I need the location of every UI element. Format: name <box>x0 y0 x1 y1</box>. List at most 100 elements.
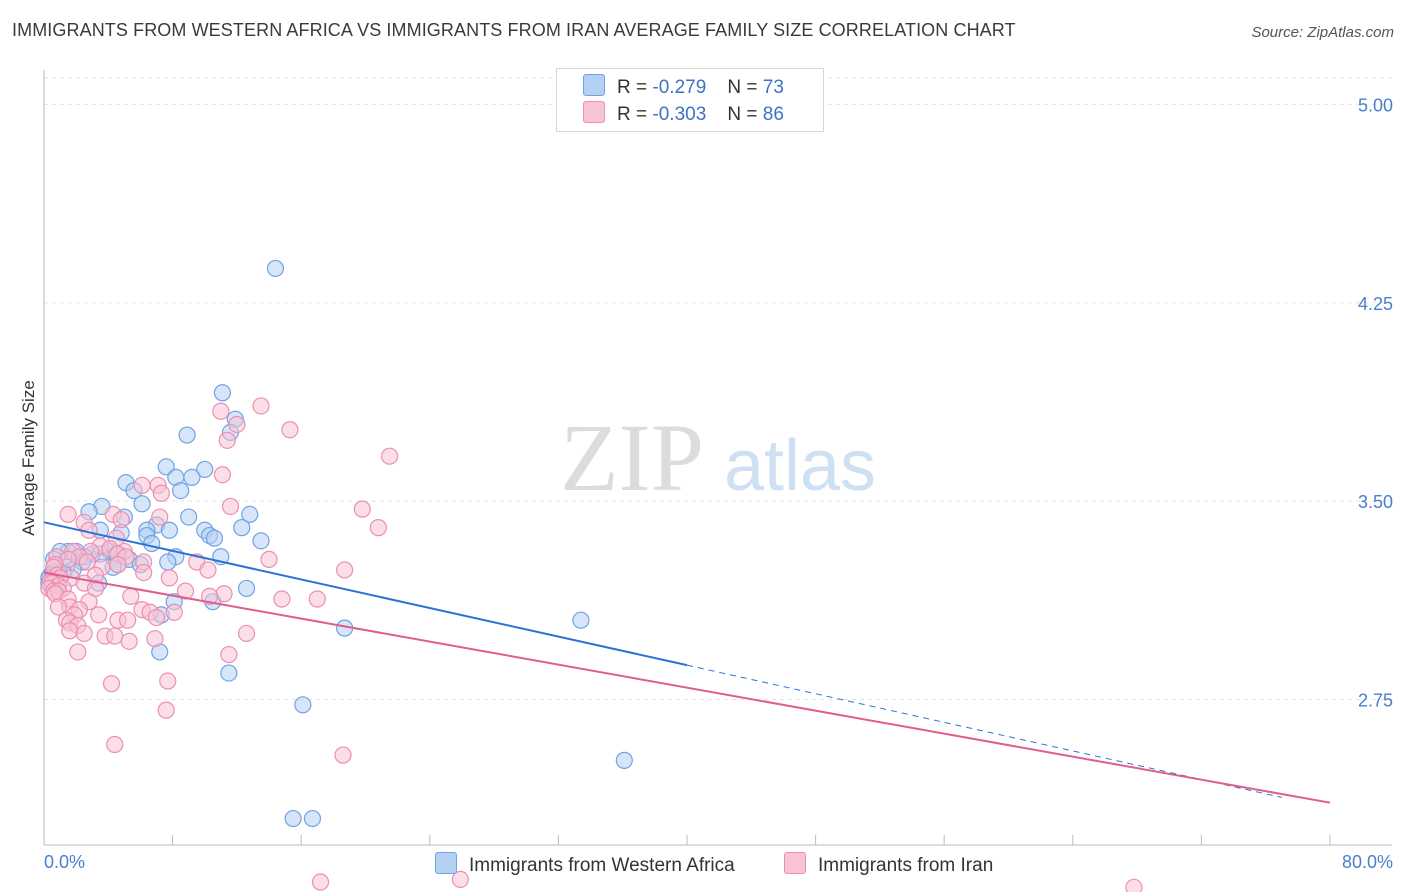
point-iran <box>381 447 399 465</box>
point-western-africa <box>160 521 178 539</box>
point-iran <box>160 569 178 587</box>
series-swatch-iran <box>784 852 806 874</box>
point-iran <box>102 675 121 693</box>
y-tick-label: 5.00 <box>1358 95 1393 115</box>
point-iran <box>218 431 236 449</box>
gridlines <box>44 77 1392 701</box>
series-legend-iran: Immigrants from Iran <box>784 852 993 877</box>
point-iran <box>260 550 278 568</box>
point-western-africa <box>205 529 223 547</box>
point-western-africa <box>252 532 270 550</box>
point-western-africa <box>133 495 151 513</box>
point-iran <box>59 505 77 523</box>
trend-line-western-africa <box>43 521 688 667</box>
point-western-africa <box>266 259 285 278</box>
point-iran <box>200 587 219 605</box>
point-iran <box>147 608 166 627</box>
point-iran <box>122 587 140 605</box>
n-label: N = <box>727 77 758 98</box>
point-iran <box>157 701 175 719</box>
point-iran <box>106 627 124 645</box>
point-iran <box>336 561 354 579</box>
point-iran <box>151 508 169 526</box>
point-western-africa <box>233 519 251 537</box>
point-western-africa <box>294 696 312 714</box>
point-iran <box>120 632 138 650</box>
point-western-africa <box>237 579 256 598</box>
y-axis-label: Average Family Size <box>19 380 38 536</box>
point-iran <box>237 624 256 643</box>
point-western-africa <box>220 664 238 682</box>
axes <box>43 70 1392 846</box>
point-iran <box>212 402 230 420</box>
point-iran <box>220 645 238 664</box>
trend-lines <box>43 521 1331 804</box>
data-points <box>40 259 1143 892</box>
stats-row-iran: R = -0.303 N = 86 <box>583 101 784 127</box>
stats-row-western-africa: R = -0.279 N = 73 <box>583 74 784 100</box>
legend-swatch-iran <box>583 101 605 123</box>
series-legend-western-africa: Immigrants from Western Africa <box>435 852 735 877</box>
y-tick-label: 4.25 <box>1358 294 1393 314</box>
chart-title: IMMIGRANTS FROM WESTERN AFRICA VS IMMIGR… <box>12 20 1016 40</box>
point-iran <box>176 582 195 600</box>
point-western-africa <box>213 384 232 402</box>
watermark: ZIP atlas <box>560 404 876 511</box>
series-label-western-africa: Immigrants from Western Africa <box>469 855 735 876</box>
point-iran <box>90 606 108 624</box>
point-iran <box>281 421 299 439</box>
r-value-western-africa: -0.279 <box>652 77 707 98</box>
point-iran <box>353 500 371 518</box>
x-tick-label-min: 0.0% <box>44 852 85 872</box>
n-value-western-africa: 73 <box>762 77 784 98</box>
point-iran <box>152 484 170 502</box>
point-western-africa <box>572 611 590 629</box>
point-iran <box>118 611 137 629</box>
n-label: N = <box>727 104 758 125</box>
point-iran <box>308 590 326 608</box>
point-iran <box>273 590 291 608</box>
point-western-africa <box>303 809 322 828</box>
point-iran <box>311 873 330 891</box>
point-iran <box>75 624 93 643</box>
y-tick-label: 2.75 <box>1358 691 1393 711</box>
point-iran <box>112 511 130 529</box>
point-western-africa <box>183 468 201 486</box>
point-western-africa <box>157 458 175 476</box>
point-iran <box>61 622 79 640</box>
point-iran <box>165 603 183 621</box>
series-swatch-western-africa <box>435 852 457 874</box>
point-iran <box>215 585 233 603</box>
n-value-iran: 86 <box>762 104 784 125</box>
point-western-africa <box>180 508 198 526</box>
point-iran <box>159 672 177 690</box>
watermark-zip: ZIP <box>560 404 704 511</box>
r-label: R = <box>617 77 648 98</box>
point-iran <box>106 735 124 754</box>
point-iran <box>49 598 68 616</box>
point-iran <box>135 563 153 582</box>
point-western-africa <box>159 553 177 571</box>
point-iran <box>1125 878 1143 892</box>
point-iran <box>252 397 270 415</box>
point-iran <box>213 466 232 484</box>
point-western-africa <box>241 505 259 523</box>
point-western-africa <box>178 426 196 444</box>
series-label-iran: Immigrants from Iran <box>818 855 994 876</box>
point-western-africa <box>196 460 214 479</box>
point-iran <box>369 519 387 537</box>
r-label: R = <box>617 104 648 125</box>
point-iran <box>133 476 151 494</box>
stats-legend: R = -0.279 N = 73 R = -0.303 N = 86 <box>556 68 824 132</box>
trend-line-iran <box>43 571 1331 804</box>
point-iran <box>109 556 127 574</box>
point-western-africa <box>615 751 633 769</box>
point-western-africa <box>172 481 190 500</box>
x-tick-label-max: 80.0% <box>1342 852 1393 872</box>
point-iran <box>199 561 217 579</box>
r-value-iran: -0.303 <box>652 104 707 125</box>
point-iran <box>69 643 87 661</box>
point-iran <box>221 497 240 516</box>
point-iran <box>228 415 246 434</box>
